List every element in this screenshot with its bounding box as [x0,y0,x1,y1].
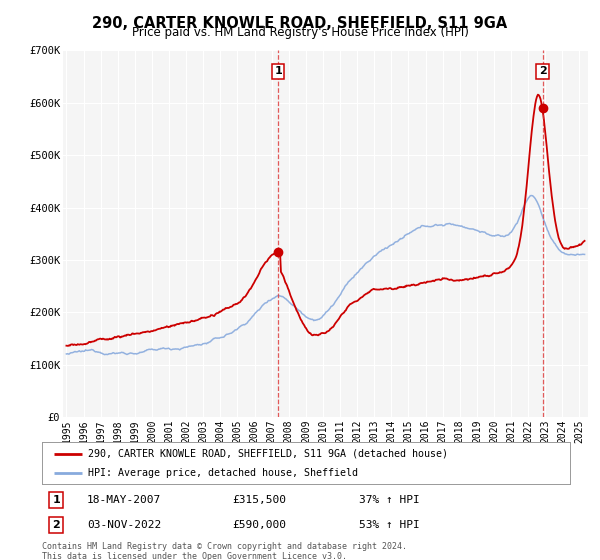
Text: 290, CARTER KNOWLE ROAD, SHEFFIELD, S11 9GA (detached house): 290, CARTER KNOWLE ROAD, SHEFFIELD, S11 … [88,449,448,459]
Text: 53% ↑ HPI: 53% ↑ HPI [359,520,419,530]
Text: 2: 2 [52,520,60,530]
Text: Contains HM Land Registry data © Crown copyright and database right 2024.
This d: Contains HM Land Registry data © Crown c… [42,542,407,560]
Text: HPI: Average price, detached house, Sheffield: HPI: Average price, detached house, Shef… [88,468,358,478]
Text: 1: 1 [52,495,60,505]
Text: £590,000: £590,000 [232,520,286,530]
Text: Price paid vs. HM Land Registry's House Price Index (HPI): Price paid vs. HM Land Registry's House … [131,26,469,39]
Text: £315,500: £315,500 [232,495,286,505]
Text: 03-NOV-2022: 03-NOV-2022 [87,520,161,530]
Text: 37% ↑ HPI: 37% ↑ HPI [359,495,419,505]
Text: 2: 2 [539,66,547,76]
Text: 18-MAY-2007: 18-MAY-2007 [87,495,161,505]
Text: 290, CARTER KNOWLE ROAD, SHEFFIELD, S11 9GA: 290, CARTER KNOWLE ROAD, SHEFFIELD, S11 … [92,16,508,31]
Text: 1: 1 [274,66,282,76]
